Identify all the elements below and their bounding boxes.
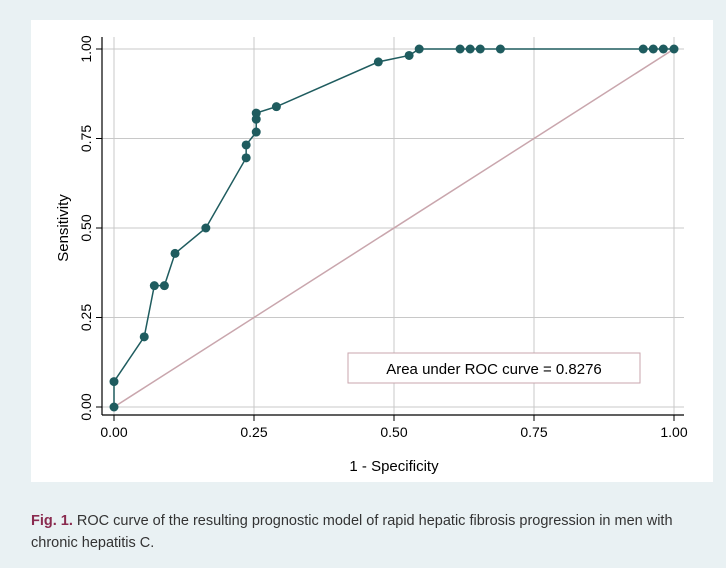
- y-tick-label: 0.75: [78, 125, 94, 152]
- x-tick-label: 1.00: [660, 424, 687, 440]
- roc-point: [149, 281, 159, 291]
- roc-point: [495, 44, 505, 54]
- auc-annotation-box: [347, 352, 641, 384]
- plot-panel: 0.00 0.25 0.50 0.75 1.00 0.00 0.25 0.50 0.75 1.00…: [31, 20, 713, 482]
- x-axis-title: 1 - Specificity: [349, 458, 439, 475]
- roc-point: [373, 57, 383, 67]
- roc-point: [669, 44, 679, 54]
- roc-point: [201, 223, 211, 233]
- y-tick-label: 0.50: [78, 214, 94, 241]
- y-tick-label: 1.00: [78, 35, 94, 62]
- roc-point: [465, 44, 475, 54]
- roc-chart: 0.00 0.25 0.50 0.75 1.00 0.00 0.25 0.50 0.75 1.00…: [55, 35, 688, 475]
- figure-caption: Fig. 1. ROC curve of the resulting progn…: [31, 510, 721, 554]
- roc-point: [109, 377, 119, 387]
- x-tick-label: 0.00: [100, 424, 127, 440]
- roc-point: [139, 332, 149, 342]
- caption-text: ROC curve of the resulting prognostic mo…: [31, 513, 673, 551]
- roc-point: [658, 44, 668, 54]
- roc-point: [109, 402, 119, 412]
- roc-point: [414, 44, 424, 54]
- y-tick-label: 0.00: [78, 393, 94, 420]
- roc-point: [475, 44, 485, 54]
- reference-line: [113, 48, 675, 408]
- roc-point: [251, 127, 261, 137]
- auc-annotation: Area under ROC curve = 0.8276: [386, 361, 602, 378]
- roc-point: [241, 153, 251, 163]
- roc-point: [251, 108, 261, 118]
- x-tick-label: 0.50: [380, 424, 407, 440]
- y-axis-title: Sensitivity: [55, 194, 72, 262]
- x-tick-label: 0.75: [520, 424, 547, 440]
- y-tick-label: 0.25: [78, 304, 94, 331]
- roc-point: [159, 281, 169, 291]
- roc-point: [648, 44, 658, 54]
- figure-label: Fig. 1.: [31, 513, 73, 529]
- x-tick-label: 0.25: [240, 424, 267, 440]
- roc-point: [241, 140, 251, 150]
- roc-point: [170, 248, 180, 258]
- roc-point: [271, 102, 281, 112]
- roc-point: [404, 50, 414, 60]
- roc-point: [638, 44, 648, 54]
- roc-point: [455, 44, 465, 54]
